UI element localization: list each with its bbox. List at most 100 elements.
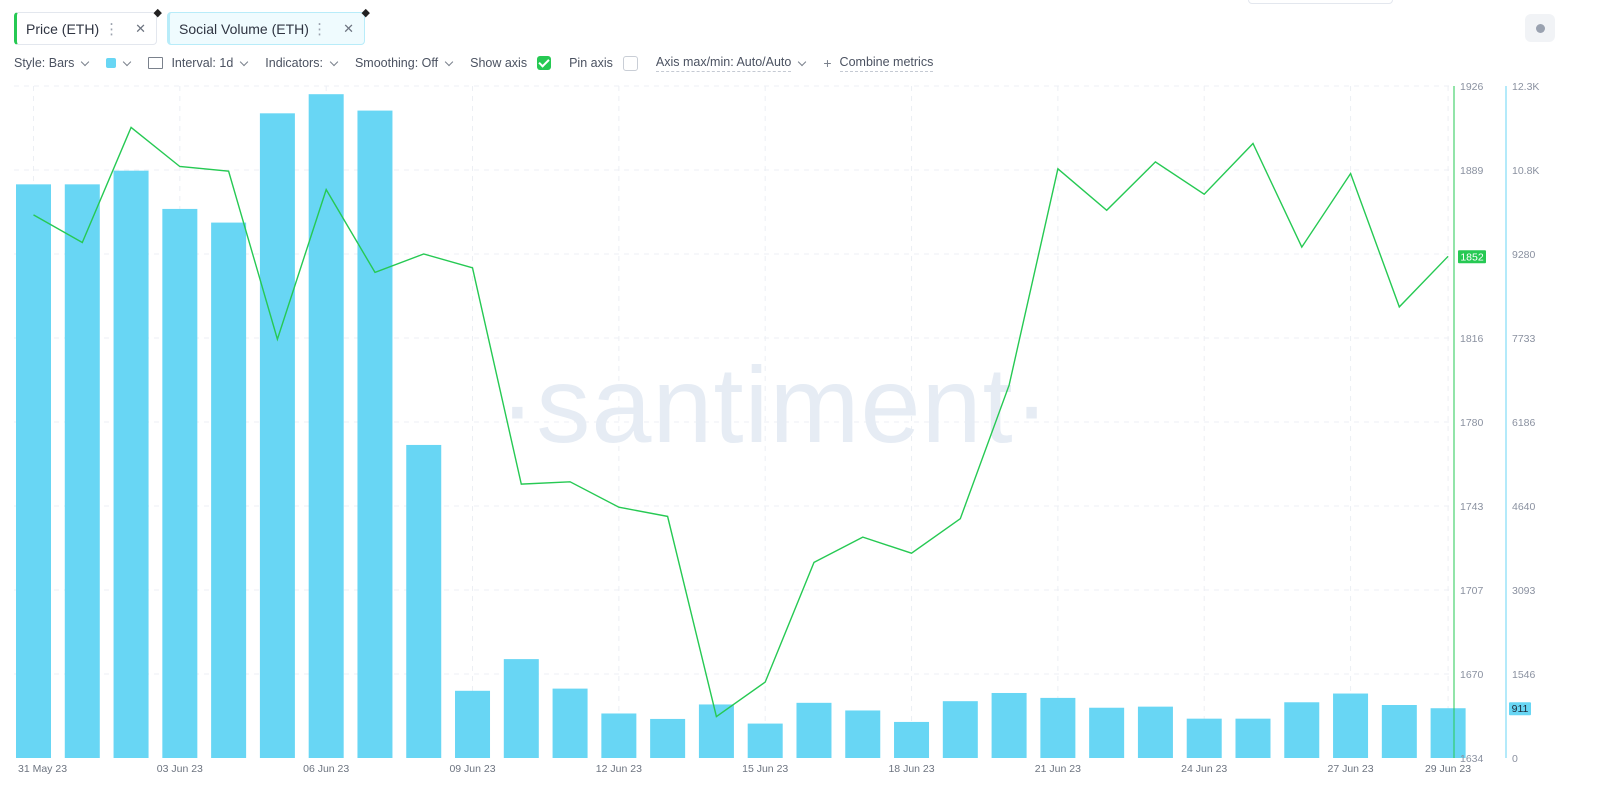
volume-tick-label: 0 xyxy=(1512,753,1518,765)
volume-bar xyxy=(601,713,637,758)
volume-bar xyxy=(162,208,198,759)
volume-last-value: 911 xyxy=(1512,703,1529,715)
style-label: Style: Bars xyxy=(14,56,75,70)
color-dropdown[interactable] xyxy=(106,57,132,68)
volume-bar xyxy=(845,710,881,758)
santiment-watermark: ·santiment· xyxy=(499,344,1050,465)
tab-label: Price (ETH) xyxy=(26,20,100,37)
volume-tick-label: 7733 xyxy=(1512,333,1536,345)
price-tick-label: 1889 xyxy=(1460,165,1484,177)
volume-bar xyxy=(942,701,978,758)
price-last-value-badge xyxy=(1458,250,1486,264)
volume-bar xyxy=(357,110,393,758)
volume-last-value-badge xyxy=(1509,702,1531,716)
volume-bar xyxy=(1284,702,1320,758)
volume-bar xyxy=(211,222,247,758)
price-tick-label: 1926 xyxy=(1460,81,1484,93)
volume-tick-label: 4640 xyxy=(1512,501,1536,513)
calendar-icon xyxy=(148,57,164,69)
volume-bar xyxy=(308,94,344,758)
show-axis-toggle[interactable]: Show axis xyxy=(470,56,552,70)
volume-bar xyxy=(796,702,832,758)
volume-tick-label: 12.3K xyxy=(1512,81,1539,93)
x-tick-label: 06 Jun 23 xyxy=(303,763,349,775)
price-tick-label: 1816 xyxy=(1460,333,1484,345)
price-tick-label: 1743 xyxy=(1460,501,1484,513)
close-icon[interactable]: ✕ xyxy=(343,20,354,36)
volume-bar xyxy=(1381,705,1417,758)
price-tick-label: 1707 xyxy=(1460,585,1484,597)
record-button[interactable] xyxy=(1525,14,1555,42)
volume-tick-label: 10.8K xyxy=(1512,165,1539,177)
combine-metrics-button[interactable]: + Combine metrics xyxy=(823,55,934,72)
price-tick-label: 1780 xyxy=(1460,417,1484,429)
ethereum-icon: ◆ xyxy=(361,7,370,19)
volume-tick-label: 6186 xyxy=(1512,417,1536,429)
pin-axis-toggle[interactable]: Pin axis xyxy=(569,55,638,71)
style-dropdown[interactable]: Style: Bars xyxy=(14,56,90,70)
price-tick-label: 1634 xyxy=(1460,753,1484,765)
volume-bar xyxy=(1137,706,1173,758)
x-tick-label: 27 Jun 23 xyxy=(1327,763,1373,775)
x-tick-label: 29 Jun 23 xyxy=(1425,763,1471,775)
indicators-dropdown[interactable]: Indicators: xyxy=(265,56,339,70)
volume-tick-label: 9280 xyxy=(1512,249,1536,261)
volume-bar xyxy=(406,444,442,758)
smoothing-dropdown[interactable]: Smoothing: Off xyxy=(354,56,454,70)
volume-bar xyxy=(1235,718,1271,758)
price-last-value: 1852 xyxy=(1460,251,1484,263)
x-tick-label: 24 Jun 23 xyxy=(1181,763,1227,775)
color-swatch xyxy=(106,58,117,68)
volume-bar xyxy=(1186,718,1222,758)
show-axis-label: Show axis xyxy=(470,56,528,70)
volume-bar xyxy=(455,690,491,758)
volume-bar xyxy=(1089,707,1125,758)
show-axis-checkbox[interactable] xyxy=(537,56,552,70)
x-tick-label: 09 Jun 23 xyxy=(449,763,495,775)
volume-bar xyxy=(894,721,930,758)
interval-label: Interval: 1d xyxy=(171,56,234,70)
indicators-label: Indicators: xyxy=(265,56,323,70)
grid-lines xyxy=(14,85,1453,758)
x-tick-label: 21 Jun 23 xyxy=(1035,763,1081,775)
combine-metrics-label: Combine metrics xyxy=(839,55,934,72)
volume-bar xyxy=(747,723,783,758)
price-tick-label: 1670 xyxy=(1460,669,1484,681)
volume-bar xyxy=(259,113,295,758)
close-icon[interactable]: ✕ xyxy=(135,20,146,36)
axes: 1926 1889 1852 1816 1780 1743 1707 1670 1634 12.3… xyxy=(18,81,1539,775)
chart-toolbar: Style: Bars Interval: 1d Indicators: Smo… xyxy=(14,55,951,72)
tab-social-volume-eth[interactable]: Social Volume (ETH) ⋮ ✕ ◆ xyxy=(167,7,370,45)
volume-bar xyxy=(991,692,1027,758)
pin-axis-checkbox[interactable] xyxy=(622,55,638,71)
x-tick-label: 03 Jun 23 xyxy=(157,763,203,775)
interval-dropdown[interactable]: Interval: 1d xyxy=(148,56,249,70)
volume-tick-label: 3093 xyxy=(1512,585,1536,597)
ethereum-icon: ◆ xyxy=(153,7,162,19)
volume-bar xyxy=(698,704,734,758)
x-tick-label: 15 Jun 23 xyxy=(742,763,788,775)
axis-maxmin-label: Axis max/min: Auto/Auto xyxy=(655,55,792,72)
volume-bar xyxy=(650,718,686,758)
volume-bar xyxy=(1040,697,1076,758)
volume-bar xyxy=(1333,693,1369,758)
price-line xyxy=(33,126,1449,718)
more-options-icon[interactable]: ⋮ xyxy=(104,20,120,38)
volume-bar xyxy=(113,170,149,758)
x-tick-label: 12 Jun 23 xyxy=(596,763,642,775)
pin-axis-label: Pin axis xyxy=(569,56,613,70)
tab-label: Social Volume (ETH) xyxy=(179,20,309,37)
volume-bar xyxy=(16,184,51,759)
social-volume-bars xyxy=(16,94,1466,759)
volume-bar xyxy=(64,184,100,759)
volume-bar xyxy=(1430,708,1466,758)
axis-maxmin-dropdown[interactable]: Axis max/min: Auto/Auto xyxy=(655,55,807,72)
volume-bar xyxy=(552,688,588,758)
smoothing-label: Smoothing: Off xyxy=(354,56,439,70)
volume-bar xyxy=(503,659,539,758)
more-options-icon[interactable]: ⋮ xyxy=(312,20,328,38)
volume-tick-label: 1546 xyxy=(1512,669,1536,681)
metric-tabs: Price (ETH) ⋮ ✕ ◆ Social Volume (ETH) ⋮ … xyxy=(14,7,370,45)
tab-price-eth[interactable]: Price (ETH) ⋮ ✕ ◆ xyxy=(14,7,162,45)
